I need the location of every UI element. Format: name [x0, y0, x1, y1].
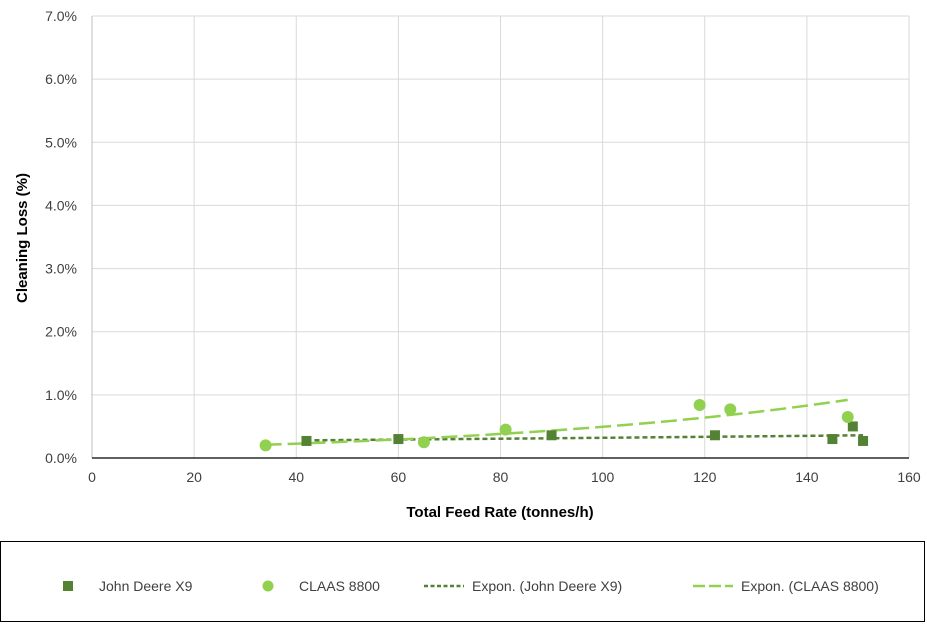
x-tick-label: 140 [795, 469, 819, 485]
x-tick-label: 160 [897, 469, 921, 485]
x-tick-label: 80 [493, 469, 509, 485]
data-point-square [858, 435, 869, 446]
y-axis-title: Cleaning Loss (%) [14, 173, 31, 303]
y-tick-label: 4.0% [45, 197, 77, 213]
dashed-line-icon [424, 584, 464, 588]
x-axis-title: Total Feed Rate (tonnes/h) [406, 504, 593, 521]
trendlines [265, 398, 864, 446]
data-point-circle [841, 410, 854, 423]
legend-item-expon-claas: Expon. (CLAAS 8800) [693, 576, 879, 596]
y-tick-label: 7.0% [45, 8, 77, 24]
x-tick-label: 0 [88, 469, 96, 485]
legend-label: Expon. (John Deere X9) [472, 578, 623, 594]
data-point-circle [417, 436, 430, 449]
y-tick-label: 0.0% [45, 450, 77, 466]
tick-labels: 0 20 40 60 80 100 120 140 160 0.0% 1.0% 2.0% 3.0% 4.0… [45, 8, 921, 485]
legend: John Deere X9 CLAAS 8800 Expon. (John De… [0, 541, 925, 622]
data-point-square [393, 434, 404, 445]
circle-marker-icon [262, 580, 274, 592]
legend-label: CLAAS 8800 [299, 578, 380, 594]
data-point-square [301, 435, 312, 446]
square-marker-icon [63, 581, 73, 591]
y-tick-label: 3.0% [45, 261, 77, 277]
data-point-square [827, 434, 838, 445]
y-tick-label: 2.0% [45, 324, 77, 340]
legend-item-john-deere: John Deere X9 [61, 576, 192, 596]
scatter-chart: 0 20 40 60 80 100 120 140 160 0.0% 1.0% 2.0% 3.0% 4.0… [14, 8, 921, 521]
long-dashed-line-icon [693, 584, 733, 588]
data-point-circle [499, 423, 512, 436]
grid [91, 15, 910, 459]
legend-item-expon-john-deere: Expon. (John Deere X9) [424, 576, 622, 596]
data-points [259, 398, 869, 452]
data-point-square [847, 421, 858, 432]
legend-item-claas: CLAAS 8800 [261, 576, 380, 596]
data-point-circle [693, 398, 706, 411]
x-tick-label: 120 [693, 469, 717, 485]
y-tick-label: 1.0% [45, 387, 77, 403]
data-point-circle [724, 403, 737, 416]
legend-label: John Deere X9 [99, 578, 193, 594]
x-tick-label: 40 [288, 469, 304, 485]
data-point-circle [259, 439, 272, 452]
x-tick-label: 60 [391, 469, 407, 485]
trendline [265, 398, 848, 446]
y-tick-label: 5.0% [45, 134, 77, 150]
legend-label: Expon. (CLAAS 8800) [741, 578, 879, 594]
y-tick-label: 6.0% [45, 71, 77, 87]
data-point-square [709, 430, 720, 441]
x-tick-label: 100 [591, 469, 615, 485]
x-tick-label: 20 [186, 469, 202, 485]
data-point-square [546, 430, 557, 441]
